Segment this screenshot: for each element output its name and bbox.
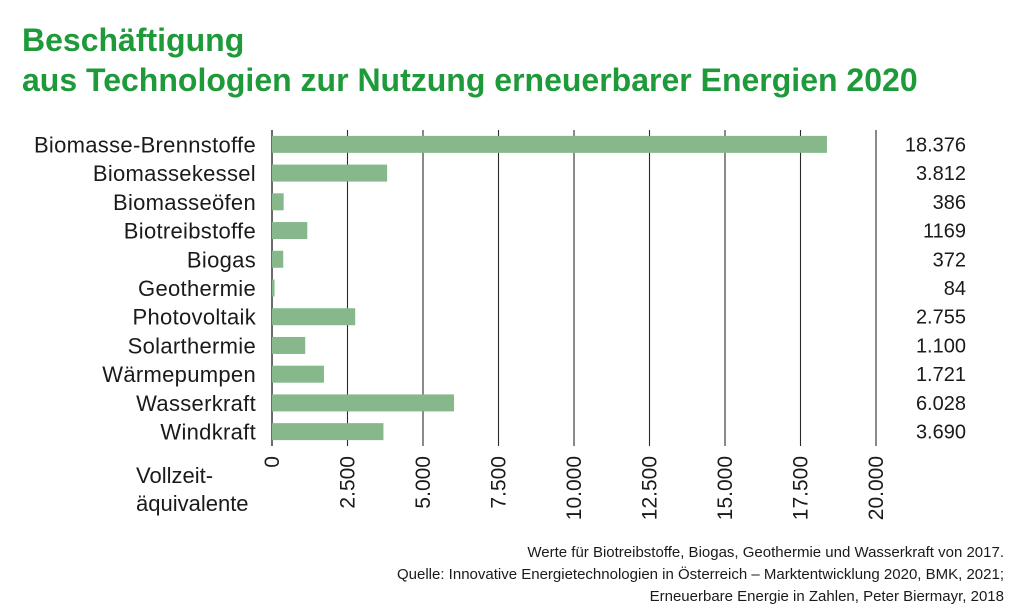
x-tick-label: 15.000 [714,456,737,520]
value-label: 2.755 [916,307,966,329]
bar [272,164,388,182]
value-label: 18.376 [905,134,966,156]
bar [272,365,324,383]
x-tick-label: 0 [261,456,284,468]
category-label: Solarthermie [128,333,256,358]
value-label: 3.690 [916,422,966,444]
bar [272,222,308,240]
bar [272,193,284,211]
category-labels: Biomasse-Brennstoffe Biomassekessel Biomas… [34,132,257,445]
value-label: 386 [933,192,966,214]
value-label: 1.721 [916,364,966,386]
bars [272,135,827,441]
category-label: Wärmepumpen [102,362,256,387]
category-label: Biotreibstoffe [124,219,256,244]
category-label: Geothermie [138,276,256,301]
source-note-1: Werte für Biotreibstoffe, Biogas, Geothe… [527,544,1004,561]
chart-title: Beschäftigung aus Technologien zur Nutzu… [22,20,918,100]
bar [272,394,455,412]
category-label: Windkraft [160,420,256,445]
source-note-2: Quelle: Innovative Energietechnologien i… [396,566,1004,583]
source-note-3: Erneuerbare Energie in Zahlen, Peter Bie… [649,588,1004,605]
bar [272,135,827,153]
x-tick-label: 12.500 [639,456,662,520]
x-tick-label: 7.500 [488,456,511,509]
chart-title-line-1: Beschäftigung [22,22,245,58]
value-label: 84 [944,278,966,300]
x-tick-labels: 0 2.500 5.000 7.500 10.000 12.500 15.000 17.500… [261,456,888,520]
category-label: Biomassekessel [93,161,256,186]
value-label: 6.028 [916,393,966,415]
chart-title-line-2: aus Technologien zur Nutzung erneuerbare… [22,62,918,98]
value-labels: 18.376 3.812 386 1169 372 84 2.755 1.100 1.721 6.… [905,134,966,443]
source-notes: Werte für Biotreibstoffe, Biogas, Geothe… [397,542,1004,608]
bar [272,423,384,441]
category-label: Photovoltaik [133,305,257,330]
bar [272,250,284,268]
value-label: 3.812 [916,163,966,185]
value-label: 1.100 [916,335,966,357]
x-tick-label: 20.000 [865,456,888,520]
x-tick-label: 5.000 [412,456,435,509]
bar [272,336,306,354]
category-label: Biogas [187,247,256,272]
value-label: 1169 [923,221,966,243]
x-axis-title-line-2: äquivalente [136,491,249,516]
bar [272,279,275,297]
value-label: 372 [933,249,966,271]
x-axis-title: Vollzeit- äquivalente [136,462,249,518]
x-tick-label: 10.000 [563,456,586,520]
grid-lines [271,130,877,446]
bar [272,308,356,326]
category-label: Wasserkraft [136,391,256,416]
x-tick-label: 2.500 [337,456,360,509]
category-label: Biomasseöfen [113,190,256,215]
x-axis-title-line-1: Vollzeit- [136,463,214,488]
x-tick-label: 17.500 [790,456,813,520]
category-label: Biomasse-Brennstoffe [34,132,256,157]
